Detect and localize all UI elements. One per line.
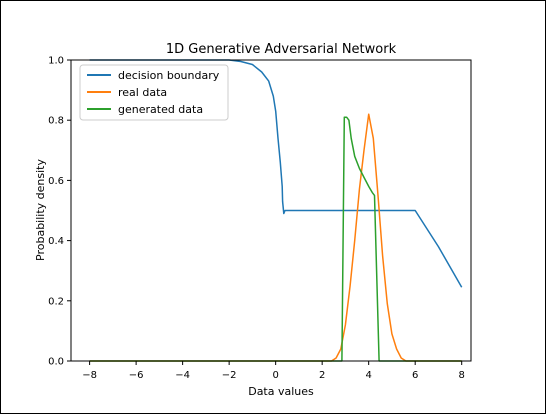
legend: decision boundary real data generated data [79, 64, 229, 121]
x-tick-label: 0 [272, 370, 278, 381]
x-tick-label: −2 [222, 370, 237, 381]
series-layer [89, 59, 463, 362]
y-tick-label: 0.6 [48, 176, 64, 187]
y-tick-label: 1.0 [48, 56, 64, 67]
legend-box [79, 64, 229, 121]
series-line-2 [89, 113, 462, 362]
y-tick-label: 0.2 [48, 296, 64, 307]
x-tick-label: 2 [319, 370, 325, 381]
legend-label-2: real data [118, 86, 167, 99]
y-tick-label: 0.0 [48, 357, 64, 368]
plot-frame [70, 59, 472, 362]
x-tick-label: 6 [412, 370, 418, 381]
x-tick-label: −8 [82, 370, 97, 381]
legend-label-1: decision boundary [118, 69, 220, 82]
series-line-3 [89, 116, 462, 362]
y-axis-label: Probability density [34, 159, 47, 261]
y-axis-ticks: 0.0 0.2 0.4 0.6 0.8 1.0 [48, 56, 71, 368]
x-axis-ticks: −8 −6 −4 −2 0 2 4 6 8 [82, 361, 465, 381]
series-line-1 [89, 59, 463, 288]
x-axis-label: Data values [248, 385, 314, 398]
x-tick-label: −6 [129, 370, 144, 381]
y-tick-label: 0.8 [48, 116, 64, 127]
legend-label-3: generated data [118, 103, 203, 116]
x-tick-label: 8 [459, 370, 465, 381]
x-tick-label: −4 [175, 370, 190, 381]
chart-title: 1D Generative Adversarial Network [166, 42, 397, 57]
y-tick-label: 0.4 [48, 236, 64, 247]
x-tick-label: 4 [365, 370, 371, 381]
